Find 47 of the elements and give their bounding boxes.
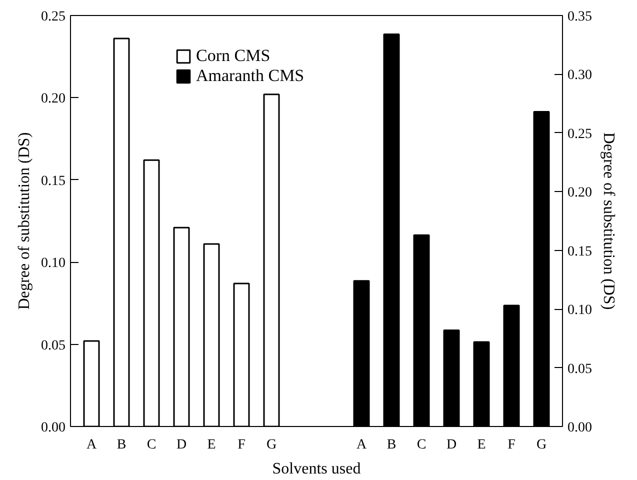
y2-tick-label: 0.15 [568, 244, 592, 260]
y2-axis-title: Degree of substitution (DS) [600, 132, 617, 310]
y2-tick-label: 0.25 [568, 126, 592, 142]
y2-tick-label: 0.20 [568, 186, 592, 201]
bar [143, 159, 160, 426]
y-axis-title: Degree of substitution (DS) [16, 132, 33, 310]
x-tick-label: C [416, 438, 426, 452]
y2-tick-label: 0.30 [568, 68, 592, 84]
legend-label: Amaranth CMS [196, 66, 304, 86]
x-tick-label: B [386, 438, 396, 452]
y-tick-label: 0.15 [41, 174, 66, 189]
bar [413, 234, 430, 426]
x-tick-label: G [266, 438, 277, 452]
x-axis-title: Solvents used [272, 460, 361, 478]
x-tick-label: B [116, 438, 126, 452]
bar [173, 226, 190, 426]
y-tick-label: 0.25 [41, 10, 66, 24]
bar [233, 282, 250, 426]
y2-tick-label: 0.35 [568, 10, 592, 24]
bar [203, 243, 220, 426]
bar [83, 340, 100, 426]
legend-label: Corn CMS [196, 46, 270, 66]
x-tick-label: F [508, 438, 516, 452]
y2-tick-label: 0.10 [568, 303, 592, 318]
y-tick-label: 0.20 [41, 92, 66, 107]
bar [533, 111, 550, 426]
x-tick-label: D [446, 438, 457, 452]
y2-tick-label: 0.05 [568, 362, 592, 377]
x-tick-label: E [477, 438, 486, 452]
x-tick-label: D [176, 438, 187, 452]
bar [263, 94, 280, 426]
x-tick-label: F [238, 438, 246, 452]
bar [503, 304, 520, 426]
x-tick-label: A [86, 438, 98, 452]
bar [473, 341, 490, 426]
bar [383, 34, 400, 426]
y-tick-label: 0.00 [41, 420, 66, 436]
y-tick-label: 0.10 [41, 256, 66, 272]
x-tick-label: G [536, 438, 547, 452]
x-tick-label: E [207, 438, 216, 452]
bar [353, 280, 370, 426]
bar [443, 329, 460, 426]
bar [113, 38, 130, 426]
x-tick-label: C [146, 438, 156, 452]
x-tick-label: A [356, 438, 368, 452]
y2-tick-label: 0.00 [568, 420, 592, 436]
y-tick-label: 0.05 [41, 338, 66, 354]
